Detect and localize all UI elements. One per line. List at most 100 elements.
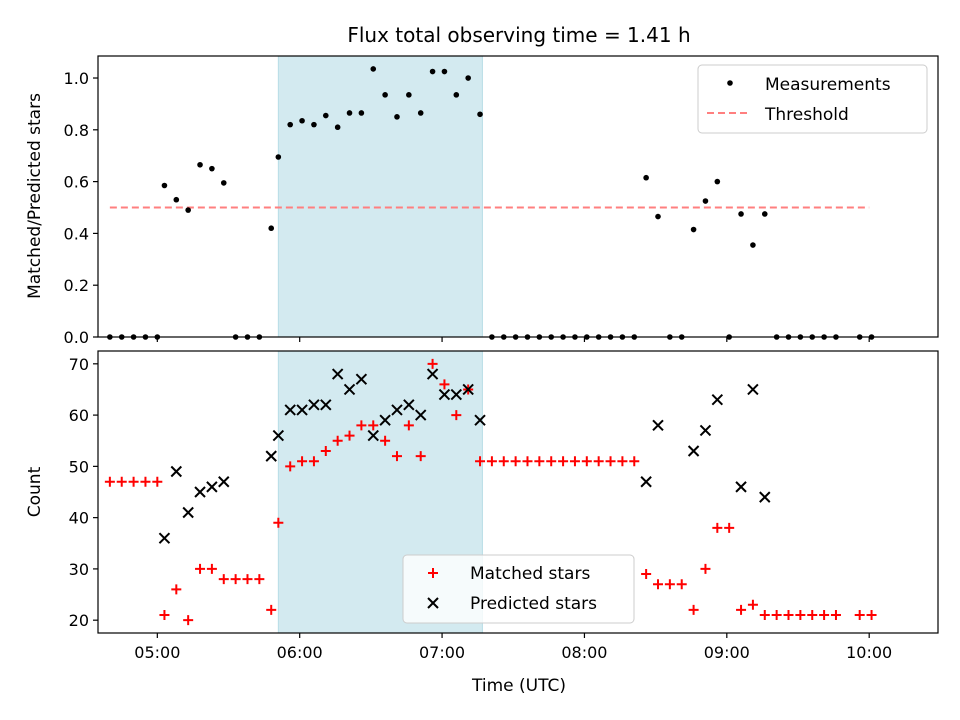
measurement-point (209, 165, 215, 172)
measurement-point (761, 211, 768, 217)
measurement-point (453, 92, 460, 98)
matched-stars-point (332, 435, 343, 446)
matched-stars-point (242, 574, 253, 585)
bottom-counts-layer (104, 358, 877, 626)
legend-predicted-label: Predicted stars (470, 594, 597, 614)
matched-stars-point (380, 435, 391, 446)
measurement-point (465, 75, 471, 81)
matched-stars-point (522, 456, 533, 467)
predicted-stars-point (652, 419, 664, 432)
bottom-y-axis-label: Count (25, 466, 45, 517)
top-legend-box (697, 64, 928, 134)
matched-stars-point (152, 476, 163, 487)
predicted-stars-point (640, 476, 652, 488)
matched-stars-point (206, 563, 217, 574)
measurement-point (185, 207, 191, 213)
predicted-stars-point (320, 399, 332, 411)
matched-stars-point (664, 579, 675, 590)
top-y-tick-label: 0.0 (64, 328, 89, 347)
matched-stars-point (320, 445, 331, 456)
top-y-tick-label: 0.6 (64, 173, 89, 192)
matched-stars-point (368, 420, 379, 431)
legend-measurements-marker (727, 80, 733, 86)
measurement-point (643, 174, 649, 181)
matched-stars-point (795, 610, 806, 621)
predicted-stars-point (343, 383, 356, 396)
measurement-point (268, 225, 275, 232)
legend-matched-marker (428, 568, 438, 578)
matched-stars-point (807, 610, 818, 621)
x-tick-label: 07:00 (419, 643, 465, 662)
matched-stars-point (736, 604, 747, 615)
matched-stars-point (171, 584, 182, 595)
legend-threshold-label: Threshold (764, 105, 849, 125)
matched-stars-point (427, 358, 438, 369)
matched-stars-point (391, 451, 402, 462)
predicted-stars-point (391, 404, 403, 416)
bottom-legend-box (402, 554, 635, 624)
predicted-stars-point (379, 414, 391, 426)
matched-stars-point (475, 456, 486, 467)
matched-stars-point (159, 610, 170, 621)
bottom-y-tick-label: 60 (69, 406, 89, 425)
predicted-stars-point (759, 491, 771, 503)
predicted-stars-point (265, 450, 277, 462)
matched-stars-point (605, 456, 616, 467)
matched-stars-point (641, 569, 652, 580)
predicted-stars-point (367, 429, 379, 442)
legend-matched-label: Matched stars (470, 564, 590, 584)
matched-stars-point (439, 379, 450, 390)
matched-stars-point (104, 476, 115, 487)
matched-stars-point (128, 476, 139, 487)
top-axes-layer: 0.0 0.2 0.4 0.6 0.8 1.0 (64, 69, 870, 347)
matched-stars-point (308, 456, 319, 467)
measurement-point (220, 180, 227, 186)
top-shaded-span (277, 55, 483, 338)
matched-stars-point (140, 476, 151, 487)
predicted-stars-point (296, 404, 308, 416)
bottom-axes-frame (97, 350, 939, 634)
predicted-stars-point (474, 414, 486, 426)
x-tick-label: 10:00 (846, 643, 892, 662)
bottom-y-tick-label: 50 (69, 457, 89, 476)
matched-stars-point (510, 456, 521, 467)
predicted-stars-point (426, 368, 439, 380)
measurement-point (394, 114, 400, 120)
measurement-point (750, 242, 756, 248)
matched-stars-point (558, 456, 569, 467)
measurement-point (173, 196, 180, 203)
measurement-point (370, 66, 377, 72)
matched-stars-point (451, 410, 462, 421)
predicted-stars-point (687, 445, 700, 457)
matched-stars-point (546, 456, 557, 467)
top-panel: 0.0 0.2 0.4 0.6 0.8 1.0 Matched/Predicted sta… (25, 55, 939, 347)
bottom-y-tick-label: 70 (69, 355, 89, 374)
matched-stars-point (183, 615, 194, 626)
matched-stars-point (116, 476, 127, 487)
bottom-legend: Matched stars Predicted stars (402, 554, 635, 624)
bottom-axes-layer: 20 30 40 50 60 70 05:00 06:00 07:00 08:00 09:00 10:… (69, 355, 893, 662)
predicted-stars-point (462, 383, 474, 396)
matched-stars-point (569, 456, 580, 467)
matched-stars-point (230, 574, 241, 585)
x-axis-label: Time (UTC) (471, 676, 566, 696)
predicted-stars-point (331, 368, 344, 380)
measurement-point (299, 117, 305, 124)
top-shaded-span-layer (277, 55, 483, 338)
top-y-axis-label: Matched/Predicted stars (25, 93, 45, 299)
predicted-stars-point (182, 506, 194, 519)
matched-stars-point (486, 456, 497, 467)
bottom-y-tick-label: 30 (69, 560, 89, 579)
measurement-point (161, 182, 168, 189)
measurement-point (690, 226, 697, 233)
matched-stars-point (285, 461, 296, 472)
measurement-point (417, 110, 424, 116)
legend-measurements-label: Measurements (765, 75, 891, 95)
matched-stars-point (724, 522, 735, 533)
matched-stars-point (819, 610, 830, 621)
measurement-point (429, 68, 436, 75)
x-tick-label: 08:00 (561, 643, 607, 662)
matched-stars-point (195, 563, 206, 574)
measurement-point (346, 110, 353, 116)
matched-stars-point (676, 579, 687, 590)
